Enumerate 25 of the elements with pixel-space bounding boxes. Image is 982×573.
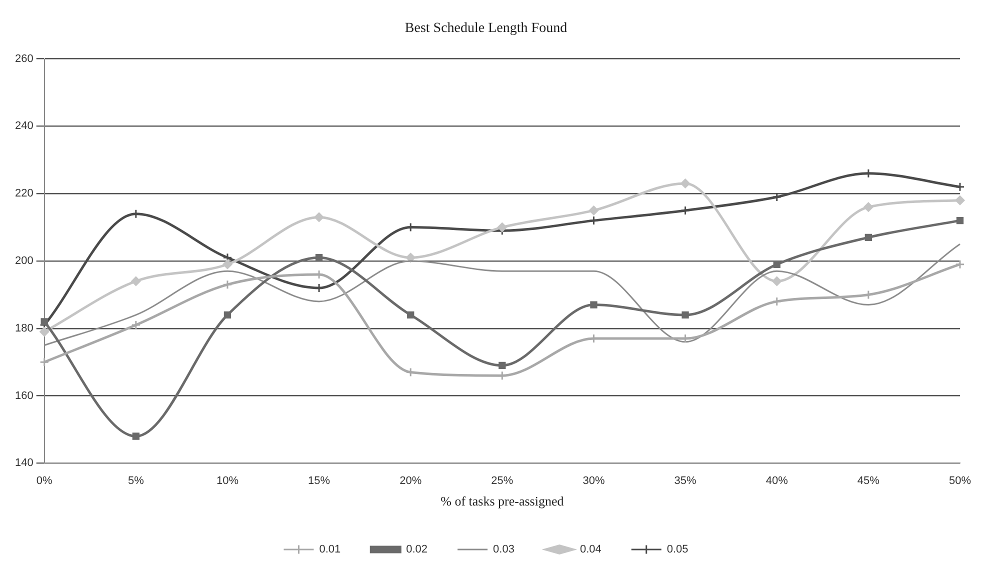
x-tick-label: 25% [491,474,514,487]
x-tick-label: 10% [216,474,239,487]
x-tick-label: 5% [128,474,144,487]
x-tick-label: 20% [400,474,422,487]
x-tick-label: 15% [308,474,330,487]
y-tick-label: 160 [14,390,34,402]
legend-label: 0.04 [580,544,602,556]
y-tick-label: 180 [14,322,34,334]
legend-label: 0.05 [666,544,688,556]
x-tick-label: 35% [674,474,697,487]
x-tick-label: 30% [582,474,605,487]
x-axis-title: % of tasks pre-assigned [440,494,564,509]
x-tick-label: 0% [36,474,53,487]
y-tick-label: 200 [14,255,34,268]
y-tick-label: 140 [14,457,34,470]
x-tick-label: 40% [766,474,788,487]
legend-label: 0.02 [406,544,428,556]
y-tick-label: 260 [14,52,34,65]
legend-label: 0.01 [319,544,341,556]
y-tick-label: 240 [14,120,34,132]
x-tick-label: 45% [857,474,880,487]
y-tick-label: 220 [14,188,34,200]
legend-label: 0.03 [493,544,514,556]
x-tick-label: 50% [948,474,972,487]
chart-title: Best Schedule Length Found [404,21,568,36]
